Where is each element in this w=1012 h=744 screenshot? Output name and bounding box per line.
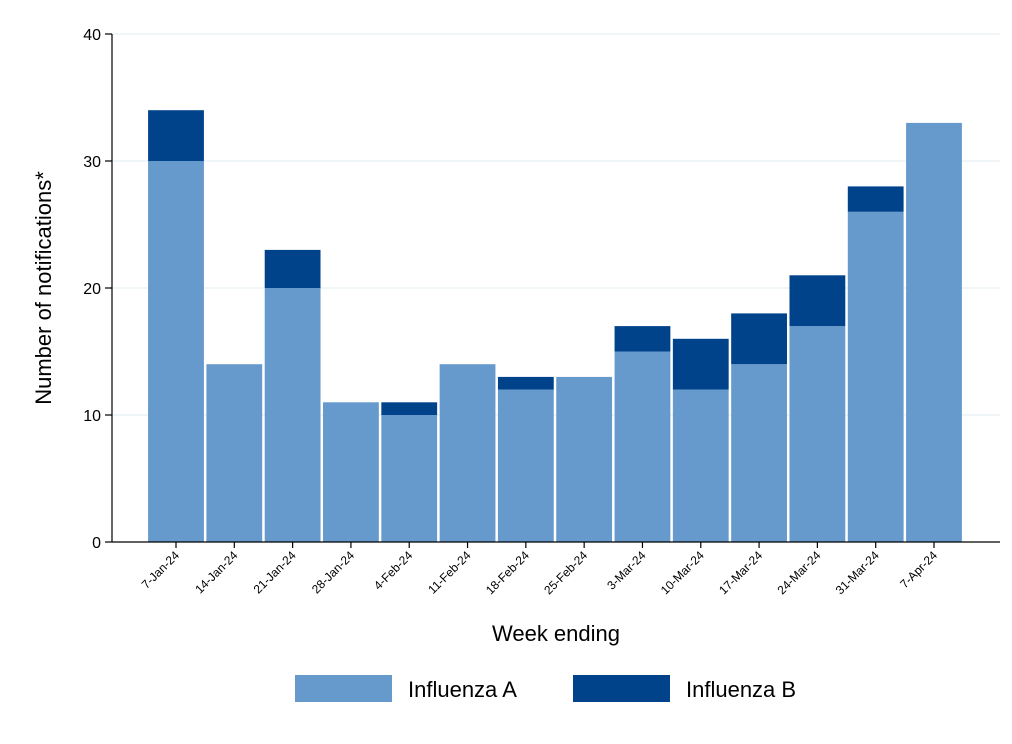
bar-influenza-a (847, 211, 904, 543)
x-tick-label: 21-Jan-24 (251, 548, 299, 596)
x-tick-label: 31-Mar-24 (833, 548, 882, 597)
bar-influenza-a (614, 351, 671, 542)
bars (148, 110, 962, 543)
x-tick-label: 10-Mar-24 (658, 548, 707, 597)
bar-influenza-a (148, 161, 204, 542)
bar-influenza-a (206, 364, 263, 542)
x-tick-label: 14-Jan-24 (192, 548, 240, 596)
bar-influenza-a (497, 389, 554, 542)
y-ticks: 0 10 20 30 40 (83, 27, 112, 552)
bar-influenza-a (789, 326, 846, 542)
bar-influenza-a (731, 364, 787, 542)
y-tick-label: 40 (83, 27, 101, 44)
bar-influenza-a (672, 389, 729, 542)
x-tick-label: 18-Feb-24 (483, 548, 532, 597)
bar-influenza-b (847, 186, 904, 212)
x-tick-label: 25-Feb-24 (541, 548, 590, 597)
bar-influenza-b (789, 275, 846, 327)
y-tick-label: 0 (92, 535, 101, 552)
y-axis-title: Number of notifications* (31, 171, 56, 405)
x-ticks: 7-Jan-24 14-Jan-24 21-Jan-24 28-Jan-24 4-Feb… (139, 542, 940, 597)
x-tick-label: 7-Jan-24 (139, 548, 183, 592)
bar-influenza-a (323, 402, 379, 542)
y-tick-label: 20 (83, 281, 101, 298)
x-tick-label: 11-Feb-24 (425, 548, 474, 597)
x-tick-label: 17-Mar-24 (716, 548, 765, 597)
y-tick-label: 30 (83, 154, 101, 171)
legend: Influenza A Influenza B (295, 675, 796, 702)
y-tick-label: 10 (83, 408, 101, 425)
bar-influenza-b (497, 376, 554, 390)
legend-label: Influenza B (686, 677, 796, 702)
legend-swatch-influenza-b (573, 675, 670, 702)
bar-influenza-a (556, 376, 613, 542)
x-tick-label: 24-Mar-24 (774, 548, 823, 597)
bar-influenza-b (264, 249, 321, 288)
bar-influenza-b (381, 402, 438, 415)
bar-influenza-b (731, 313, 787, 365)
x-axis-title: Week ending (492, 621, 620, 646)
x-tick-label: 4-Feb-24 (371, 548, 416, 593)
x-tick-label: 28-Jan-24 (309, 548, 357, 596)
legend-swatch-influenza-a (295, 675, 392, 702)
bar-influenza-a (381, 415, 438, 542)
bar-influenza-a (264, 288, 321, 542)
bar-influenza-b (148, 110, 204, 161)
bar-influenza-a (439, 364, 496, 542)
x-tick-label: 7-Apr-24 (897, 548, 940, 591)
bar-influenza-b (614, 326, 671, 352)
legend-label: Influenza A (408, 677, 517, 702)
bar-influenza-a (906, 122, 962, 543)
x-tick-label: 3-Mar-24 (604, 548, 649, 593)
bar-influenza-b (672, 338, 729, 390)
